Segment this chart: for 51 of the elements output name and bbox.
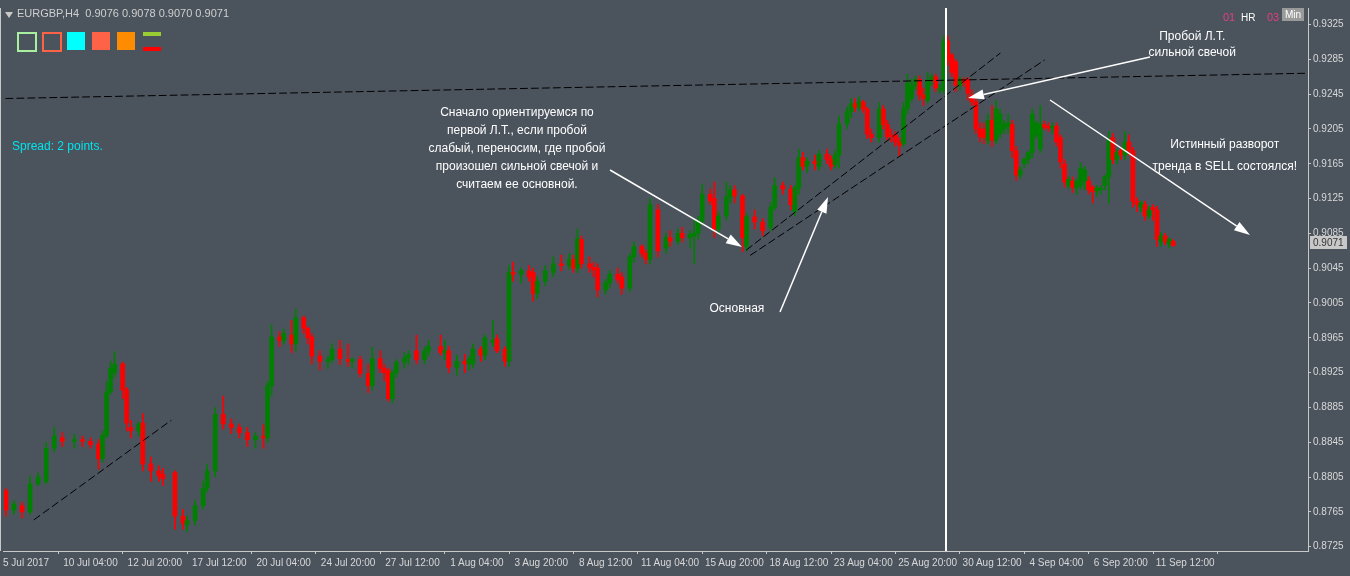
y-tick-label: 0.8965 — [1313, 331, 1345, 343]
y-tick-label: 0.8885 — [1313, 401, 1345, 413]
x-tick-label: 17 Jul 12:00 — [192, 556, 247, 568]
candlestick — [345, 343, 351, 367]
annotation: Сначало ориентируемся по первой Л.Т., если пробой слабый, переносим, где пробой произошел сильной свечой и считаем ее основной. — [428, 104, 606, 193]
chart-title: EURGBP,H4 0.9076 0.9078 0.9070 0.9071 — [17, 7, 230, 20]
y-tick-label: 0.9165 — [1313, 157, 1345, 169]
candlestick — [59, 432, 65, 447]
annotation: Пробой Л.Т. сильной свечой — [1148, 28, 1236, 60]
y-tick-label: 0.9245 — [1313, 87, 1345, 99]
annotation: HR — [1241, 11, 1256, 25]
candlestick — [349, 357, 355, 369]
y-tick-label: 0.8725 — [1313, 540, 1345, 552]
x-tick-label: 23 Aug 04:00 — [833, 556, 894, 568]
x-tick-label: 11 Sep 12:00 — [1155, 556, 1216, 568]
x-tick-label: 27 Jul 12:00 — [385, 556, 441, 568]
x-tick-label: 6 Sep 20:00 — [1093, 556, 1149, 568]
x-tick-label: 5 Jul 2017 — [3, 556, 50, 568]
y-tick-label: 0.8765 — [1313, 505, 1345, 517]
x-tick-label: 1 Aug 04:00 — [450, 556, 504, 568]
x-tick-label: 24 Jul 20:00 — [320, 556, 376, 568]
x-tick-label: 4 Sep 04:00 — [1029, 556, 1084, 568]
annotation: Spread: 2 points. — [12, 138, 103, 155]
y-tick-label: 0.8925 — [1313, 366, 1345, 378]
x-tick-label: 10 Jul 04:00 — [63, 556, 119, 568]
x-tick-label: 12 Jul 20:00 — [127, 556, 183, 568]
candlestick — [510, 261, 516, 282]
annotation: 01 — [1223, 10, 1236, 25]
y-tick-label: 0.9125 — [1313, 192, 1345, 204]
x-tick-label: 3 Aug 20:00 — [514, 556, 569, 568]
x-tick-label: 8 Aug 12:00 — [578, 556, 633, 568]
y-tick-label: 0.8805 — [1313, 470, 1345, 482]
y-tick-label: 0.9045 — [1313, 261, 1345, 273]
x-tick-label: 18 Aug 12:00 — [769, 556, 829, 568]
candlestick — [691, 220, 697, 265]
y-tick-label: 0.9285 — [1313, 53, 1345, 65]
x-tick-label: 25 Aug 20:00 — [898, 556, 958, 568]
annotation: Min — [1282, 8, 1305, 21]
annotation: Истинный разворот тренда в SELL состоялся! — [1152, 136, 1298, 175]
x-tick-label: 20 Jul 04:00 — [256, 556, 312, 568]
y-tick-label: 0.9005 — [1313, 296, 1345, 308]
annotation: 03 — [1267, 10, 1280, 25]
y-tick-label: 0.9325 — [1313, 18, 1345, 30]
text: 0.9071 — [1310, 236, 1347, 249]
y-tick-label: 0.8845 — [1313, 435, 1345, 447]
x-tick-label: 15 Aug 20:00 — [704, 556, 765, 568]
y-tick-label: 0.9205 — [1313, 122, 1345, 134]
y-tick-label: 0.9085 — [1313, 227, 1345, 239]
annotation: Основная — [709, 300, 765, 317]
x-tick-label: 11 Aug 04:00 — [640, 556, 700, 568]
x-tick-label: 30 Aug 12:00 — [962, 556, 1022, 568]
